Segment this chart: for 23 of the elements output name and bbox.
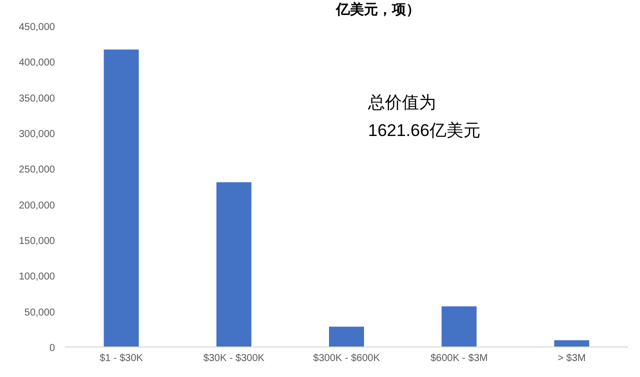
y-tick-label: 350,000 (18, 93, 56, 104)
bar (216, 182, 252, 347)
bar (104, 50, 139, 347)
x-tick-label: $30K - $300K (203, 353, 265, 364)
y-tick-label: 50,000 (24, 307, 56, 318)
y-tick-label: 150,000 (18, 236, 56, 247)
y-tick-label: 300,000 (18, 129, 56, 140)
annotation: 1621.66亿美元 (368, 121, 480, 140)
x-tick-label: $1 - $30K (100, 353, 144, 364)
y-tick-label: 400,000 (18, 58, 56, 69)
chart-title: 亿美元，项） (335, 1, 420, 17)
y-tick-label: 450,000 (18, 22, 56, 33)
bar (442, 306, 477, 347)
x-tick-label: $600K - $3M (430, 353, 488, 364)
y-tick-label: 100,000 (18, 272, 56, 283)
x-tick-label: $300K - $600K (313, 353, 380, 364)
bar (554, 340, 590, 347)
y-tick-label: 250,000 (18, 164, 56, 176)
annotation: 总价值为 (367, 93, 436, 112)
y-tick-label: 200,000 (18, 200, 56, 212)
x-tick-label: > $3M (558, 353, 586, 364)
bar (329, 326, 364, 347)
y-tick-label: 0 (49, 343, 56, 354)
